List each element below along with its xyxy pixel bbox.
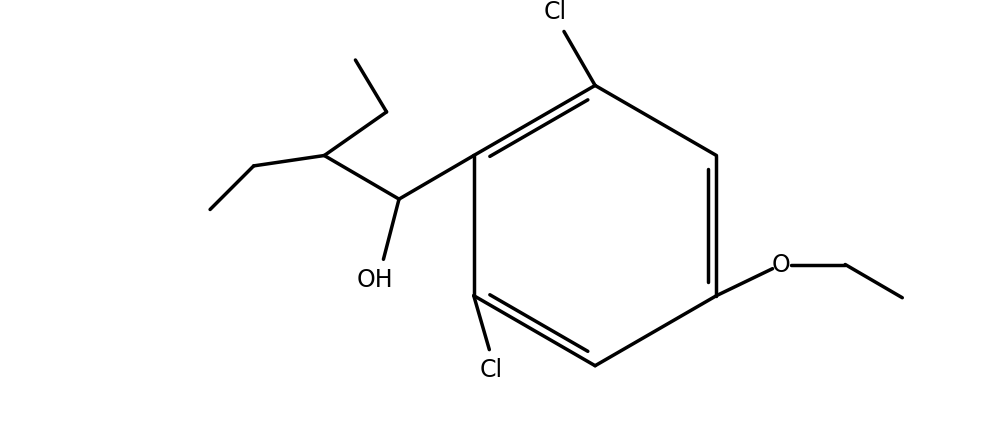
Text: Cl: Cl bbox=[544, 0, 567, 24]
Text: OH: OH bbox=[356, 268, 393, 291]
Text: Cl: Cl bbox=[480, 358, 503, 382]
Text: O: O bbox=[772, 253, 790, 276]
